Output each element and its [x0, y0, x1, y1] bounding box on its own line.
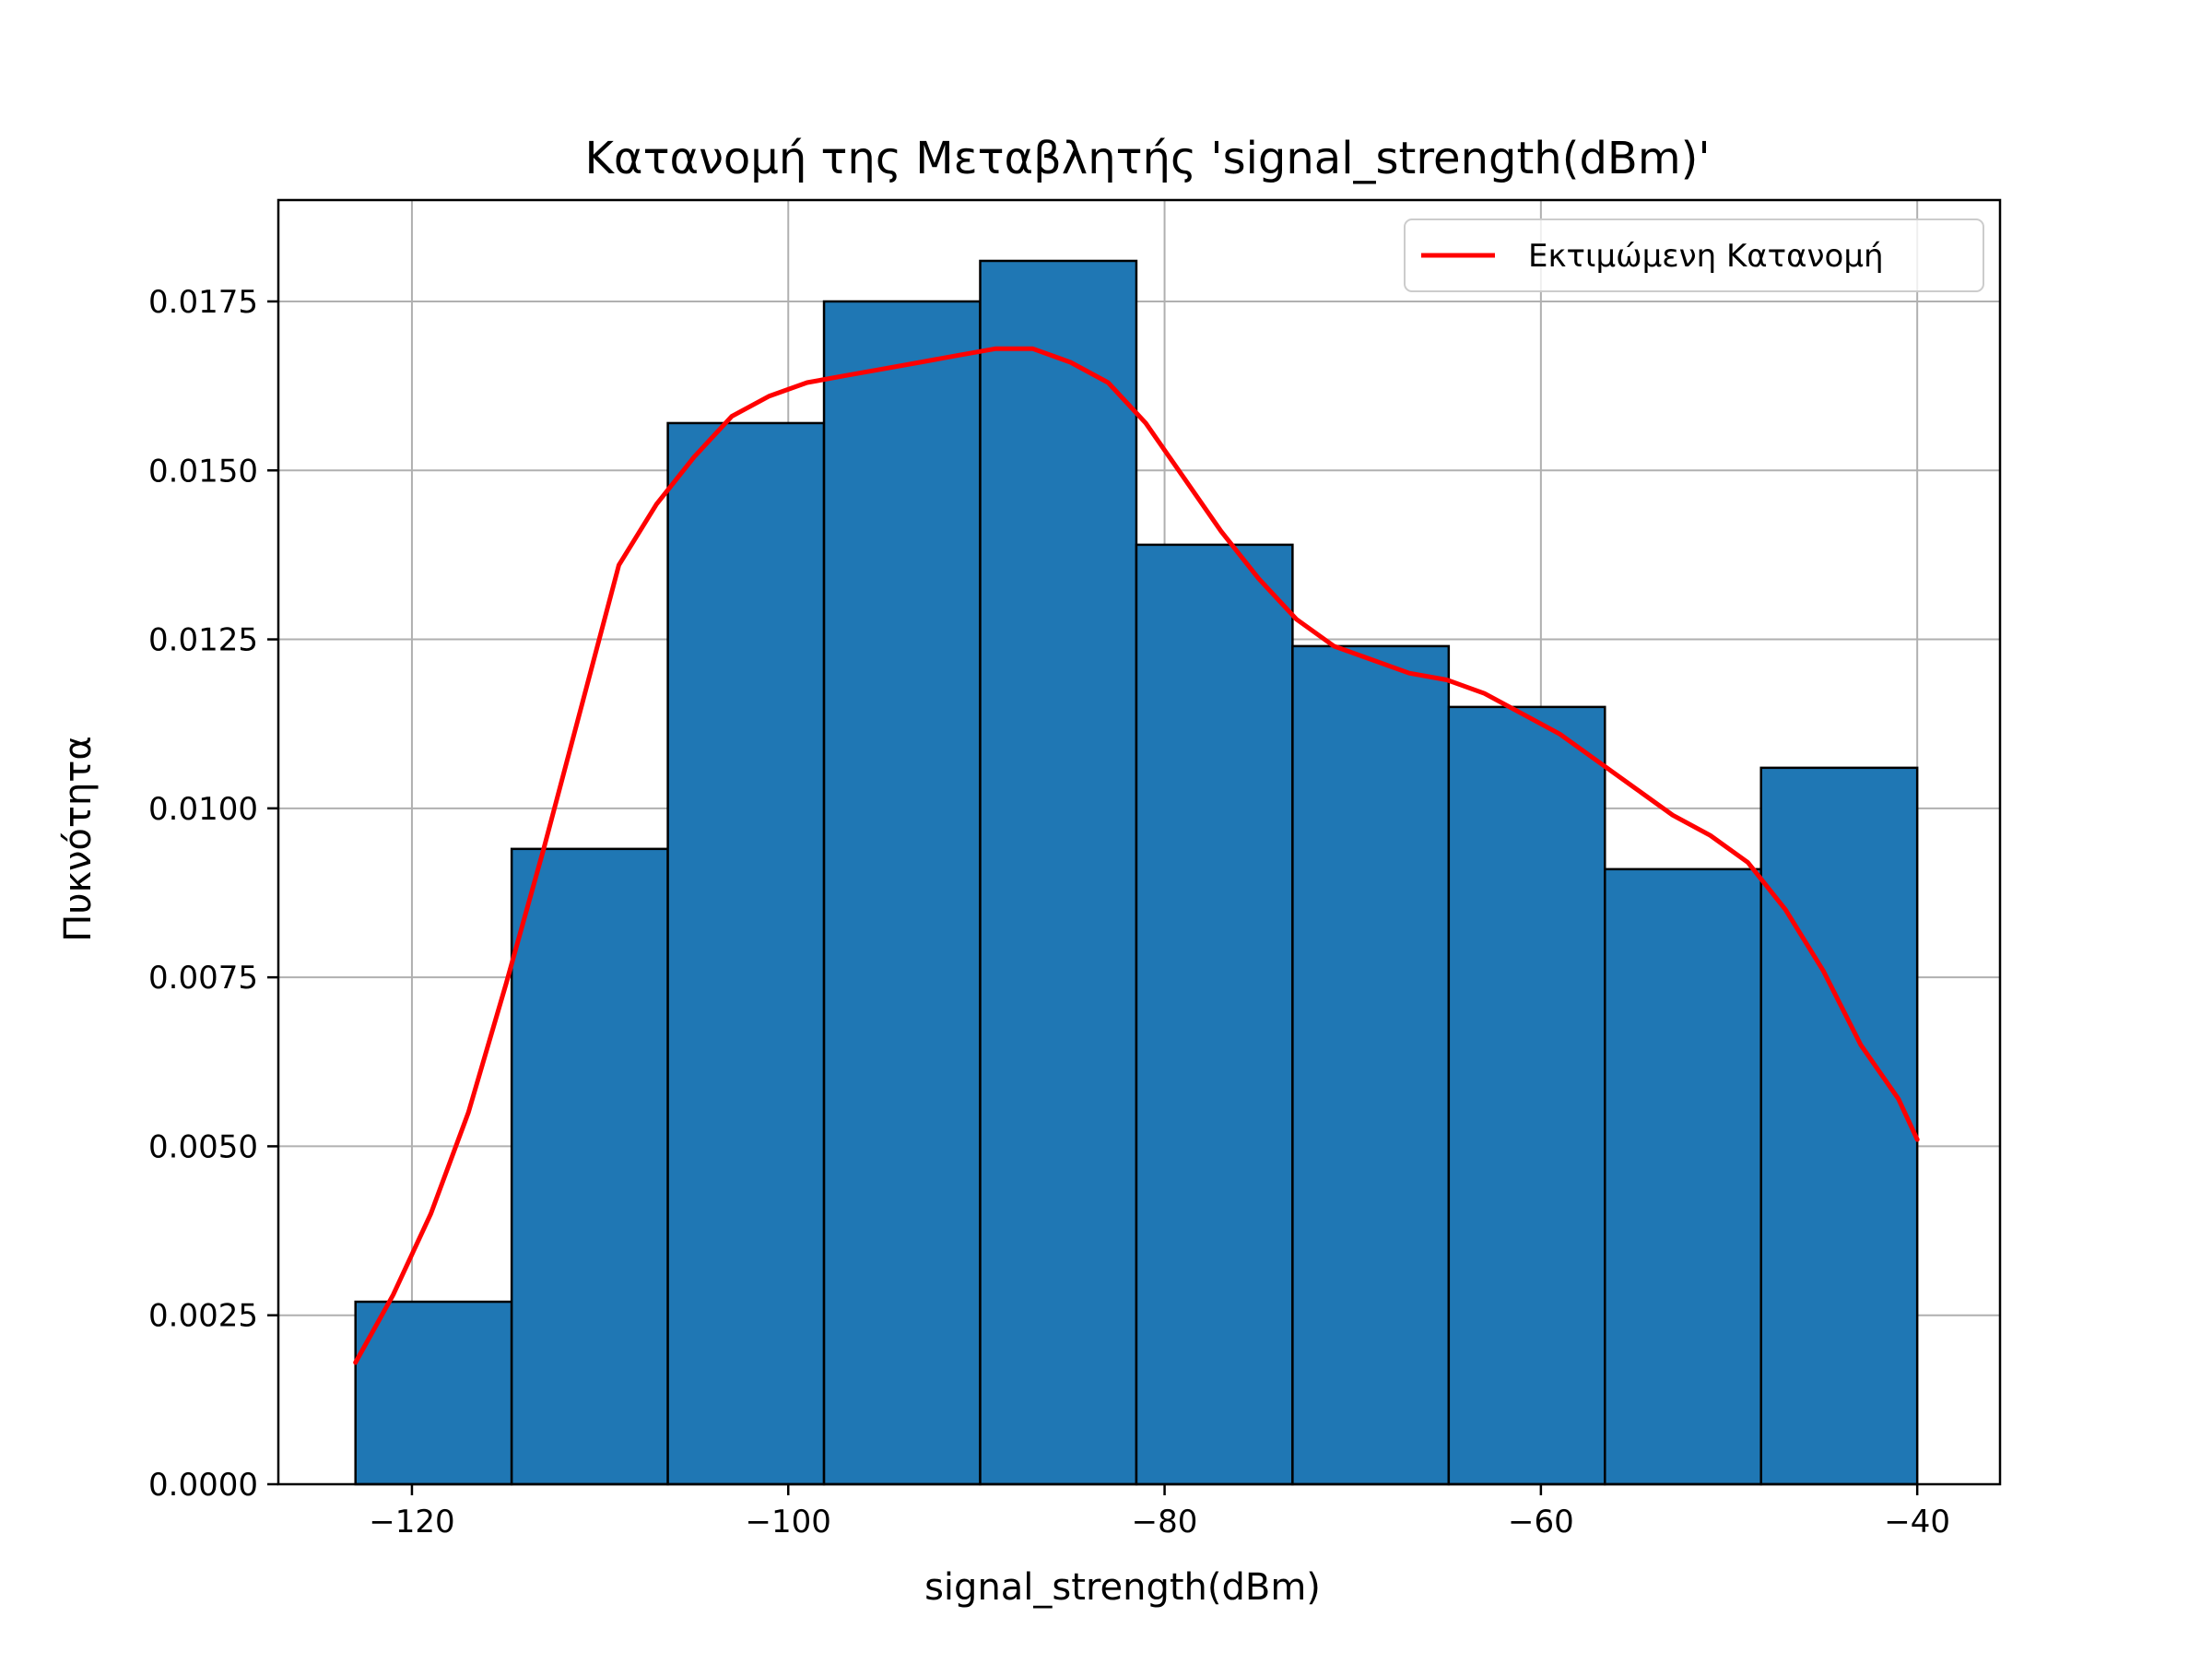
histogram-bar [979, 259, 1138, 1486]
histogram-bar [1291, 644, 1451, 1486]
y-tick-label: 0.0125 [148, 622, 258, 659]
legend: Εκτιμώμενη Κατανομή [1404, 218, 1984, 292]
x-tick-label: −80 [1132, 1504, 1198, 1540]
y-axis-ticks: 0.0000 0.0025 0.0050 0.0075 0.0100 0.0125 0.01… [148, 284, 278, 1504]
y-tick-label: 0.0150 [148, 453, 258, 490]
histogram-bars [354, 259, 1919, 1486]
density-line [353, 346, 1920, 1365]
y-tick-label: 0.0025 [148, 1298, 258, 1335]
legend-label: Εκτιμώμενη Κατανομή [1528, 238, 1884, 275]
x-tick-label: −40 [1884, 1504, 1950, 1540]
x-axis-label: signal_strength(dBm) [924, 1566, 1321, 1609]
histogram-bar [822, 300, 982, 1486]
y-tick-label: 0.0000 [148, 1467, 258, 1504]
histogram-bar [510, 847, 669, 1486]
y-tick-label: 0.0100 [148, 791, 258, 828]
histogram-bar [1135, 543, 1294, 1486]
legend-box [1404, 218, 1984, 292]
histogram-bar [1759, 766, 1919, 1486]
y-tick-label: 0.0050 [148, 1128, 258, 1165]
x-axis-ticks: −120 −100 −80 −60 −40 [369, 1484, 1950, 1540]
y-tick-label: 0.0175 [148, 284, 258, 321]
chart-title: Κατανομή της Μεταβλητής 'signal_strength… [584, 133, 1710, 184]
axes-frame [276, 198, 2002, 1486]
histogram-bar [666, 421, 826, 1486]
histogram-bar [354, 1300, 513, 1486]
histogram-bar [1604, 867, 1762, 1486]
histogram-bar [1447, 705, 1606, 1486]
density-curve [353, 346, 1920, 1365]
x-tick-label: −60 [1508, 1504, 1574, 1540]
x-tick-label: −120 [369, 1504, 454, 1540]
x-tick-label: −100 [746, 1504, 831, 1540]
y-axis-label: Πυκνότητα [57, 736, 100, 942]
y-tick-label: 0.0075 [148, 960, 258, 997]
